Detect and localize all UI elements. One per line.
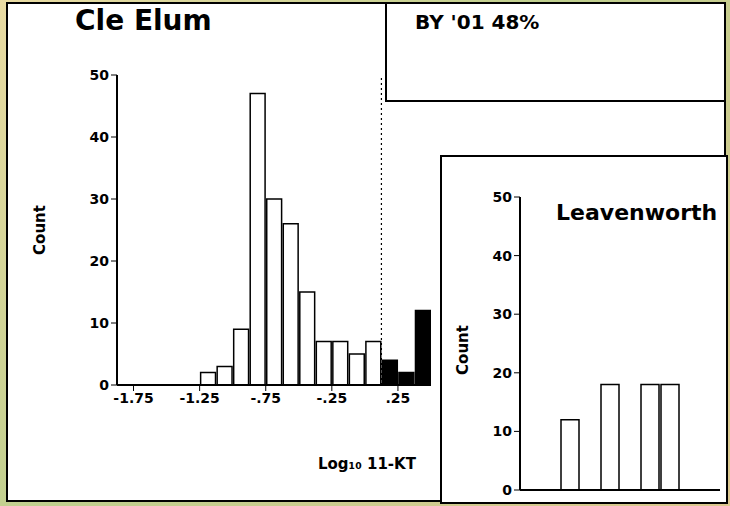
svg-text:40: 40	[493, 248, 513, 264]
svg-text:40: 40	[90, 129, 110, 145]
html-text:Log₁₀ 11-KT: Log₁₀ 11-KT	[318, 455, 416, 473]
html-text:Cle Elum: Cle Elum	[75, 4, 212, 37]
svg-text:50: 50	[493, 189, 513, 205]
svg-text:-1.75: -1.75	[113, 390, 153, 406]
svg-text:-.25: -.25	[317, 390, 348, 406]
svg-text:50: 50	[90, 67, 110, 83]
svg-text:30: 30	[90, 191, 110, 207]
svg-text:20: 20	[493, 365, 513, 381]
svg-text:10: 10	[493, 423, 513, 439]
svg-text:30: 30	[493, 306, 513, 322]
svg-text:-1.25: -1.25	[179, 390, 219, 406]
html-text:BY '01 48%: BY '01 48%	[415, 10, 540, 34]
svg-text:20: 20	[90, 253, 110, 269]
svg-text:10: 10	[90, 315, 110, 331]
html-text:Count: Count	[31, 205, 49, 255]
svg-text:.25: .25	[386, 390, 411, 406]
html-text:Count: Count	[454, 325, 472, 375]
svg-text:-.75: -.75	[250, 390, 281, 406]
svg-text:0: 0	[502, 482, 512, 498]
html-text:Leavenworth: Leavenworth	[556, 200, 718, 225]
svg-text:0: 0	[99, 377, 109, 393]
